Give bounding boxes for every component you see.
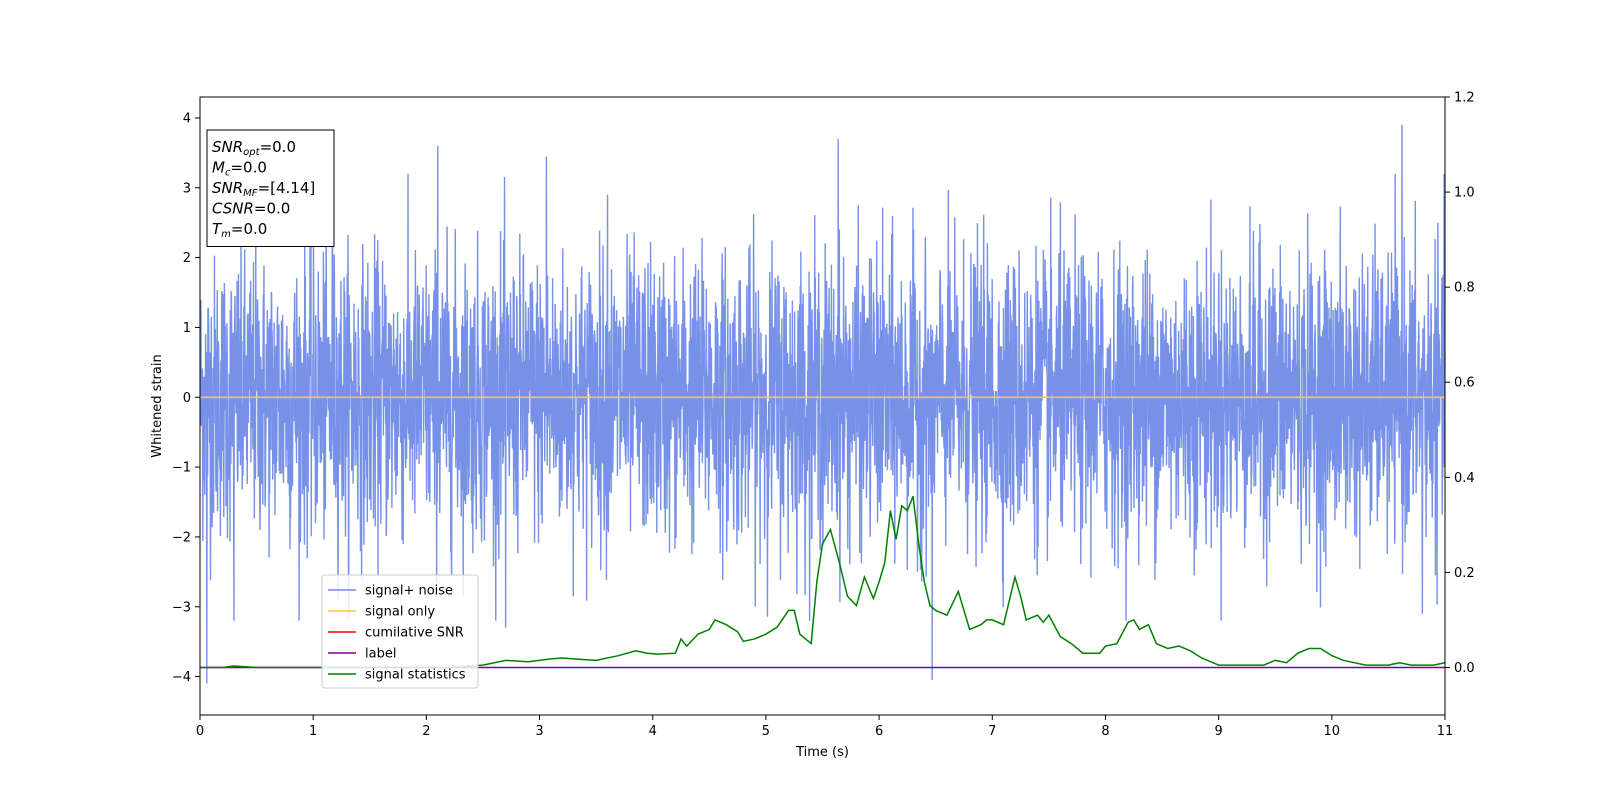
y-axis-ticks: 4 3 2 1 0 −1 −2 −3 −4 <box>172 111 200 685</box>
legend-entry-label: signal+ noise <box>365 584 453 599</box>
legend-entry-label: signal statistics <box>365 668 466 683</box>
y-tick-label: 3 <box>183 181 191 196</box>
x-tick-label: 5 <box>762 724 770 739</box>
info-box-line: Tm=0.0 <box>212 220 267 240</box>
x-tick-label: 3 <box>535 724 543 739</box>
y2-axis-ticks: 1.2 1.0 0.8 0.6 0.4 0.2 0.0 <box>1445 91 1475 676</box>
info-box-line: SNRopt=0.0 <box>212 138 296 158</box>
x-tick-label: 1 <box>309 724 317 739</box>
x-tick-label: 4 <box>649 724 657 739</box>
legend-entry-label: label <box>365 647 396 662</box>
legend-entry-label: cumilative SNR <box>365 626 464 641</box>
series-signal-noise <box>200 124 1445 684</box>
info-box-line: SNRMF=[4.14] <box>212 179 315 199</box>
x-axis-ticks: 0 1 2 3 4 5 6 7 8 9 10 11 <box>196 715 1453 739</box>
x-tick-label: 6 <box>875 724 883 739</box>
y2-tick-label: 1.0 <box>1454 186 1475 201</box>
x-tick-label: 8 <box>1101 724 1109 739</box>
y2-tick-label: 0.6 <box>1454 376 1475 391</box>
legend: signal+ noise signal only cumilative SNR la… <box>321 574 479 689</box>
y-tick-label: −4 <box>172 670 191 685</box>
legend-entry-label: signal only <box>365 605 435 620</box>
y-tick-label: 4 <box>183 111 191 126</box>
x-axis-label: Time (s) <box>795 745 849 760</box>
info-box-frame <box>206 129 335 247</box>
x-tick-label: 2 <box>422 724 430 739</box>
y-tick-label: 1 <box>183 321 191 336</box>
y-axis-label: Whitened strain <box>150 354 165 457</box>
info-box-line: Mc=0.0 <box>212 159 267 179</box>
y-tick-label: −2 <box>172 530 191 545</box>
x-tick-label: 9 <box>1214 724 1222 739</box>
x-tick-label: 7 <box>988 724 996 739</box>
legend-frame <box>321 574 479 689</box>
y2-tick-label: 0.2 <box>1454 566 1475 581</box>
plot-frame <box>199 96 1446 716</box>
y-tick-label: 0 <box>183 391 191 406</box>
y2-tick-label: 0.4 <box>1454 471 1475 486</box>
info-box-line: CSNR=0.0 <box>212 200 290 218</box>
line-signal-noise <box>200 124 1445 684</box>
x-tick-label: 11 <box>1437 724 1454 739</box>
line-signal-statistics <box>200 496 1445 669</box>
y2-tick-label: 0.8 <box>1454 281 1475 296</box>
y-tick-label: 2 <box>183 251 191 266</box>
y2-tick-label: 0.0 <box>1454 661 1475 676</box>
x-tick-label: 10 <box>1324 724 1341 739</box>
y2-tick-label: 1.2 <box>1454 91 1475 106</box>
y-tick-label: −1 <box>172 461 191 476</box>
x-tick-label: 0 <box>196 724 204 739</box>
y-tick-label: −3 <box>172 600 191 615</box>
